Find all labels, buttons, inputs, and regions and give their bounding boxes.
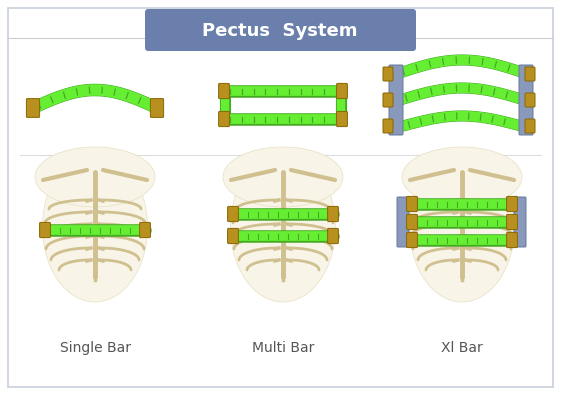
Text: Single Bar: Single Bar [59, 341, 131, 355]
FancyBboxPatch shape [228, 228, 238, 244]
FancyBboxPatch shape [328, 207, 338, 222]
FancyBboxPatch shape [383, 67, 393, 81]
Text: Pectus  System: Pectus System [203, 22, 358, 40]
FancyBboxPatch shape [337, 83, 347, 99]
Text: Multi Bar: Multi Bar [252, 341, 314, 355]
FancyBboxPatch shape [219, 83, 229, 99]
FancyBboxPatch shape [525, 93, 535, 107]
Text: Xl Bar: Xl Bar [441, 341, 483, 355]
FancyBboxPatch shape [383, 93, 393, 107]
FancyBboxPatch shape [228, 207, 238, 222]
FancyBboxPatch shape [407, 196, 417, 212]
FancyBboxPatch shape [150, 99, 164, 117]
FancyBboxPatch shape [525, 67, 535, 81]
FancyBboxPatch shape [383, 119, 393, 133]
FancyBboxPatch shape [145, 9, 416, 51]
FancyBboxPatch shape [40, 222, 50, 238]
FancyBboxPatch shape [328, 228, 338, 244]
FancyBboxPatch shape [507, 232, 517, 248]
Ellipse shape [43, 152, 148, 302]
FancyBboxPatch shape [337, 111, 347, 127]
FancyBboxPatch shape [514, 197, 526, 247]
FancyBboxPatch shape [507, 196, 517, 212]
FancyBboxPatch shape [397, 197, 409, 247]
Ellipse shape [231, 152, 335, 302]
FancyBboxPatch shape [140, 222, 150, 238]
FancyBboxPatch shape [407, 214, 417, 229]
FancyBboxPatch shape [8, 8, 553, 387]
FancyBboxPatch shape [525, 119, 535, 133]
FancyBboxPatch shape [507, 214, 517, 229]
FancyBboxPatch shape [389, 65, 403, 135]
FancyBboxPatch shape [219, 111, 229, 127]
FancyBboxPatch shape [26, 99, 40, 117]
Ellipse shape [35, 147, 155, 207]
FancyBboxPatch shape [519, 65, 533, 135]
Ellipse shape [223, 147, 343, 207]
FancyBboxPatch shape [407, 232, 417, 248]
Ellipse shape [402, 147, 522, 207]
Ellipse shape [410, 152, 514, 302]
